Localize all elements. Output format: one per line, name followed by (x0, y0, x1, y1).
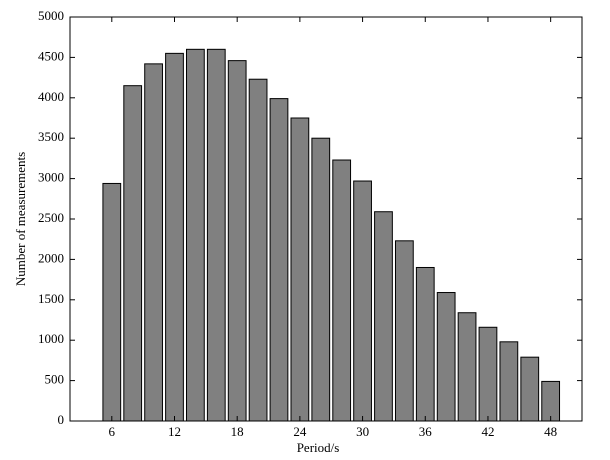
bar (144, 63, 163, 422)
y-tick-label: 4000 (38, 89, 64, 104)
x-tick-label: 6 (109, 424, 116, 439)
y-tick-label: 0 (58, 412, 65, 427)
x-tick-label: 36 (419, 424, 433, 439)
x-axis-label: Period/s (297, 440, 340, 455)
x-tick-label: 42 (481, 424, 494, 439)
y-tick-label: 2500 (38, 210, 64, 225)
bar (436, 292, 456, 422)
y-tick-label: 1500 (38, 291, 64, 306)
bar (123, 85, 143, 422)
y-tick-label: 5000 (38, 8, 64, 23)
y-tick-label: 500 (45, 372, 65, 387)
bar (311, 137, 331, 422)
bar (353, 180, 372, 422)
x-tick-label: 18 (231, 424, 244, 439)
x-tick-label: 12 (168, 424, 181, 439)
bar (102, 182, 122, 422)
bar (394, 240, 414, 422)
bar (478, 326, 498, 422)
bar (415, 266, 435, 422)
bar (186, 48, 205, 422)
y-tick-label: 4500 (38, 48, 64, 63)
y-tick-label: 2000 (38, 250, 64, 265)
bar (269, 98, 289, 422)
bar (290, 117, 310, 422)
bar (332, 159, 352, 422)
bar (248, 78, 268, 422)
bar (165, 52, 184, 422)
bar (499, 341, 519, 422)
bar (457, 312, 477, 422)
y-tick-label: 3000 (38, 170, 64, 185)
bar (541, 380, 561, 422)
bar (206, 48, 226, 422)
bar (520, 356, 540, 422)
y-tick-label: 3500 (38, 129, 64, 144)
y-tick-label: 1000 (38, 331, 64, 346)
bar (374, 211, 393, 422)
x-tick-label: 30 (356, 424, 369, 439)
x-tick-label: 24 (293, 424, 307, 439)
x-tick-label: 48 (544, 424, 557, 439)
y-axis-label: Number of measurements (13, 152, 28, 286)
bar (227, 60, 247, 422)
